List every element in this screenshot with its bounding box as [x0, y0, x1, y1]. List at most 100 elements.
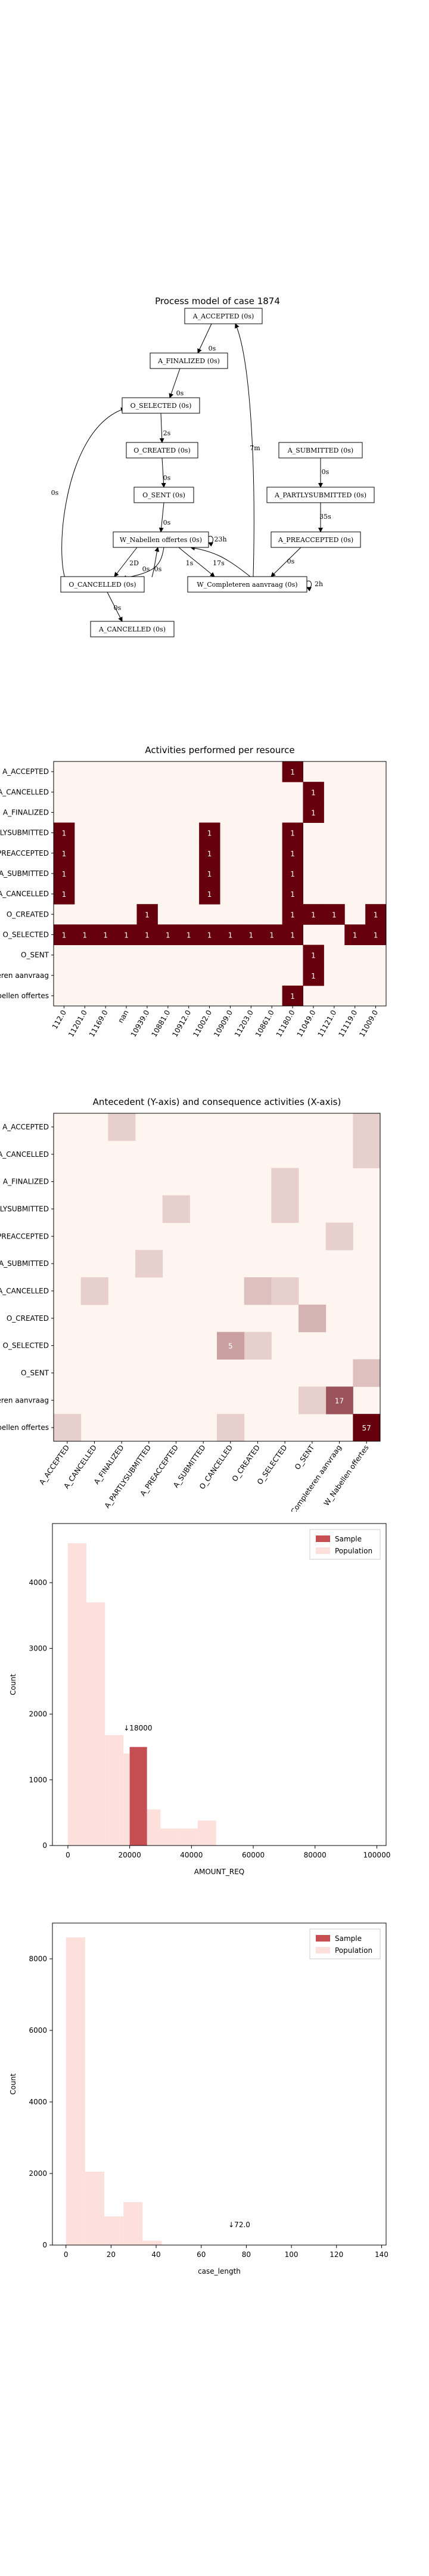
- process-node: A_PREACCEPTED (0s): [271, 531, 361, 548]
- heatmap-cell: [303, 945, 324, 966]
- population-bar: [66, 1937, 85, 2245]
- sample-bar: [129, 1747, 147, 1846]
- heatmap-col-label: 11119.0: [337, 1009, 359, 1039]
- process-edge-line: [114, 547, 138, 577]
- heatmap-cell-label: 1: [62, 931, 67, 939]
- x-tick-label: 80000: [304, 1851, 327, 1859]
- process-edge-label: 1s: [186, 559, 194, 567]
- y-axis-label: Count: [9, 2073, 17, 2095]
- process-node-box: [266, 487, 375, 503]
- population-bar: [197, 1820, 216, 1846]
- process-edge-line: [190, 546, 251, 577]
- heatmap-row-label: A_ACCEPTED: [2, 767, 49, 776]
- y-tick-label: 3000: [29, 1644, 47, 1652]
- resource-heatmap-panel: Activities performed per resource 1 1 1 1 1 1 1…: [0, 730, 429, 1046]
- antecedent-heatmap-panel: Antecedent (Y-axis) and consequence acti…: [0, 1082, 429, 1524]
- heatmap-cell: [353, 1414, 381, 1442]
- y-tick-label: 2000: [29, 1710, 47, 1719]
- heatmap-col-label: 11009.0: [358, 1009, 380, 1039]
- process-edge-line: [61, 407, 126, 585]
- heatmap-cell: [136, 904, 158, 925]
- heatmap-col-label: 11169.0: [88, 1009, 110, 1039]
- heatmap-cell-label: 1: [82, 931, 87, 939]
- heatmap-cell: [303, 802, 324, 823]
- process-edge-line: [161, 457, 166, 488]
- legend: Sample Population: [309, 1529, 381, 1560]
- heatmap-cell-label: 1: [207, 829, 212, 838]
- y-tick-label: 0: [42, 2241, 47, 2249]
- heatmap-cell: [282, 843, 303, 864]
- process-node-box: [122, 397, 200, 414]
- amount-histogram: 0 20000 40000 60000 80000 100000 0 1000 2000 3000…: [9, 1523, 391, 1876]
- process-edge: 0s: [107, 592, 123, 622]
- heatmap-cell: [365, 904, 387, 925]
- heatmap-cell-label: 1: [311, 809, 316, 817]
- process-node-box: [113, 531, 209, 548]
- heatmap-row-label: A_FINALIZED: [3, 1178, 49, 1186]
- heatmap-cell: [199, 924, 220, 945]
- heatmap-cell-label: 1: [374, 911, 378, 919]
- heatmap-cell-label: 1: [207, 931, 212, 939]
- heatmap-cell: [220, 924, 241, 945]
- x-tick-label: 0: [66, 1851, 70, 1859]
- process-node: A_ACCEPTED (0s): [184, 308, 263, 324]
- process-edge-label: 0s: [322, 468, 329, 476]
- process-node-box: [184, 308, 263, 324]
- heatmap-cell-label: 1: [353, 931, 358, 939]
- process-edge-label: 2h: [315, 580, 323, 588]
- heatmap-cell: [54, 863, 75, 884]
- heatmap-cell-label: 1: [62, 850, 67, 858]
- heatmap-row-label: O_SELECTED: [3, 1342, 49, 1350]
- heatmap-cell-label: 1: [62, 829, 67, 838]
- y-tick-label: 4000: [29, 1578, 47, 1587]
- process-edge-label: 0s: [176, 389, 184, 397]
- heatmap-cell: [80, 1277, 108, 1305]
- process-node-box: [278, 442, 363, 459]
- process-edge-label: 0s: [163, 519, 171, 527]
- process-edge-label: 0s: [114, 604, 122, 612]
- process-edge: 2s: [159, 413, 171, 443]
- heatmap-title: Antecedent (Y-axis) and consequence acti…: [93, 1097, 341, 1107]
- heatmap-cell: [271, 1168, 299, 1196]
- heatmap-cell-label: 1: [290, 870, 295, 878]
- process-node-box: [133, 487, 194, 503]
- population-bar: [142, 2240, 162, 2245]
- heatmap-row-label: A_FINALIZED: [3, 808, 49, 816]
- population-bar: [160, 1828, 179, 1846]
- process-edge: 23h: [208, 535, 227, 547]
- process-node-box: [271, 531, 361, 548]
- heatmap-col-label: W_Completeren aanvraag: [283, 1444, 343, 1512]
- heatmap-cell-label: 1: [311, 788, 316, 797]
- heatmap-cell: [199, 843, 220, 864]
- process-node-box: [187, 576, 307, 593]
- heatmap-row-label: A_CANCELLED: [0, 890, 49, 898]
- process-edge: 0s: [161, 457, 171, 488]
- heatmap-cell-label: 1: [290, 911, 295, 919]
- process-edge: 0s: [271, 547, 301, 577]
- x-tick-label: 120: [329, 2250, 343, 2259]
- heatmap-cell: [116, 924, 137, 945]
- x-tick-label: 100000: [363, 1851, 391, 1859]
- x-axis-label: AMOUNT_REQ: [194, 1868, 244, 1876]
- population-bar: [86, 1602, 105, 1846]
- process-edge: 0s: [142, 547, 160, 578]
- legend-frame: [309, 1928, 381, 1959]
- process-edge: 0s: [318, 458, 329, 488]
- process-model-title: Process model of case 1874: [155, 296, 280, 306]
- heatmap-cell: [324, 904, 345, 925]
- process-edge-line: [208, 535, 214, 547]
- process-node-label: A_CANCELLED (0s): [98, 626, 166, 633]
- x-tick-label: 140: [375, 2250, 388, 2259]
- heatmap-cell: [95, 924, 117, 945]
- y-tick-label: 0: [42, 1841, 47, 1850]
- heatmap-cell: [108, 1113, 136, 1141]
- heatmap-cell-label: 1: [207, 870, 212, 878]
- x-tick-label: 0: [64, 2250, 69, 2259]
- process-edge: 7m: [235, 323, 260, 577]
- process-node: A_SUBMITTED (0s): [278, 442, 363, 459]
- process-node-label: A_ACCEPTED (0s): [192, 312, 254, 320]
- process-node-box: [60, 576, 145, 593]
- process-edge-line: [122, 547, 164, 580]
- heatmap-cell-label: 1: [207, 890, 212, 899]
